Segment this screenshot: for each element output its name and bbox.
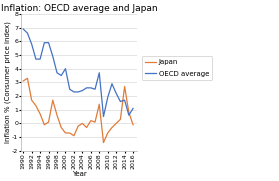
OECD average: [127, 114, 131, 116]
Japan: [21, 80, 25, 82]
Japan: [119, 118, 122, 120]
Legend: Japan, OECD average: Japan, OECD average: [142, 56, 212, 80]
Japan: [51, 99, 54, 101]
Line: Japan: Japan: [23, 78, 133, 143]
OECD average: [85, 87, 88, 89]
Japan: [59, 127, 63, 129]
OECD average: [131, 107, 135, 110]
Japan: [106, 132, 109, 134]
Japan: [102, 142, 105, 144]
Japan: [30, 99, 33, 101]
Japan: [93, 121, 97, 123]
OECD average: [119, 100, 122, 103]
OECD average: [59, 74, 63, 77]
Japan: [43, 124, 46, 126]
Japan: [76, 125, 80, 127]
OECD average: [21, 28, 25, 30]
Japan: [114, 122, 118, 125]
Japan: [47, 121, 50, 123]
OECD average: [68, 88, 71, 90]
OECD average: [114, 92, 118, 94]
OECD average: [76, 91, 80, 93]
Japan: [34, 105, 38, 107]
Japan: [89, 120, 93, 122]
Y-axis label: Inflation % (Consumer price index): Inflation % (Consumer price index): [4, 21, 11, 143]
OECD average: [26, 32, 29, 34]
OECD average: [123, 99, 126, 101]
X-axis label: Year: Year: [72, 171, 86, 177]
Title: Inflation: OECD average and Japan: Inflation: OECD average and Japan: [1, 4, 158, 13]
OECD average: [30, 43, 33, 45]
OECD average: [110, 83, 114, 85]
Line: OECD average: OECD average: [23, 29, 133, 117]
Japan: [39, 113, 42, 115]
Japan: [64, 132, 67, 134]
OECD average: [64, 68, 67, 70]
OECD average: [47, 42, 50, 44]
OECD average: [106, 96, 109, 98]
OECD average: [81, 89, 84, 92]
OECD average: [72, 91, 76, 93]
OECD average: [39, 58, 42, 60]
Japan: [98, 103, 101, 105]
Japan: [127, 111, 131, 113]
Japan: [81, 122, 84, 125]
OECD average: [89, 87, 93, 89]
OECD average: [93, 88, 97, 90]
OECD average: [102, 115, 105, 118]
OECD average: [34, 58, 38, 60]
Japan: [110, 127, 114, 129]
Japan: [72, 135, 76, 137]
Japan: [26, 77, 29, 79]
OECD average: [98, 72, 101, 74]
OECD average: [43, 42, 46, 44]
Japan: [123, 85, 126, 88]
OECD average: [51, 55, 54, 57]
Japan: [85, 127, 88, 129]
Japan: [68, 132, 71, 134]
Japan: [131, 124, 135, 126]
Japan: [55, 114, 59, 116]
OECD average: [55, 72, 59, 74]
